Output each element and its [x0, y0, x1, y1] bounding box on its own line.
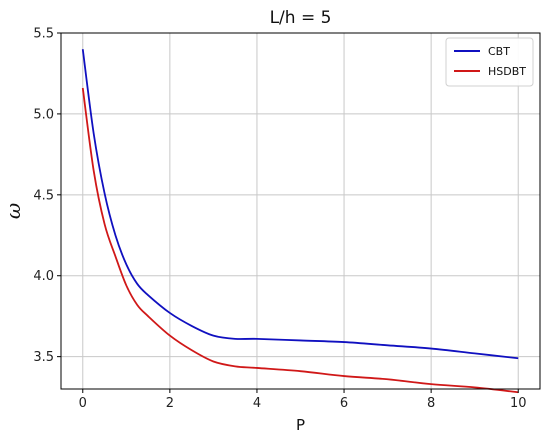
series-line-hsdbt [81, 87, 519, 394]
series-lines [81, 49, 519, 394]
y-tick-label: 5.0 [33, 107, 54, 122]
legend-label-cbt: CBT [488, 45, 510, 58]
x-tick-label: 10 [510, 396, 527, 411]
plot-frame [60, 32, 541, 390]
y-axis-label: ω [1, 203, 25, 219]
x-tick-label: 2 [166, 396, 174, 411]
y-tick-label: 5.5 [33, 27, 54, 42]
x-axis-label: P [296, 416, 305, 434]
axis-ticks: 0 2 4 6 8 10 3.5 4.0 4.5 5.0 5.5 [33, 27, 526, 412]
series-line-cbt [81, 49, 519, 360]
chart-title: L/h = 5 [270, 8, 332, 28]
legend: CBT HSDBT [445, 37, 534, 87]
y-tick-label: 3.5 [33, 350, 54, 365]
x-tick-label: 4 [253, 396, 261, 411]
x-tick-label: 6 [340, 396, 348, 411]
legend-label-hsdbt: HSDBT [488, 65, 526, 78]
x-tick-label: 8 [427, 396, 435, 411]
x-tick-label: 0 [79, 396, 87, 411]
y-tick-label: 4.0 [33, 269, 54, 284]
y-tick-label: 4.5 [33, 188, 54, 203]
